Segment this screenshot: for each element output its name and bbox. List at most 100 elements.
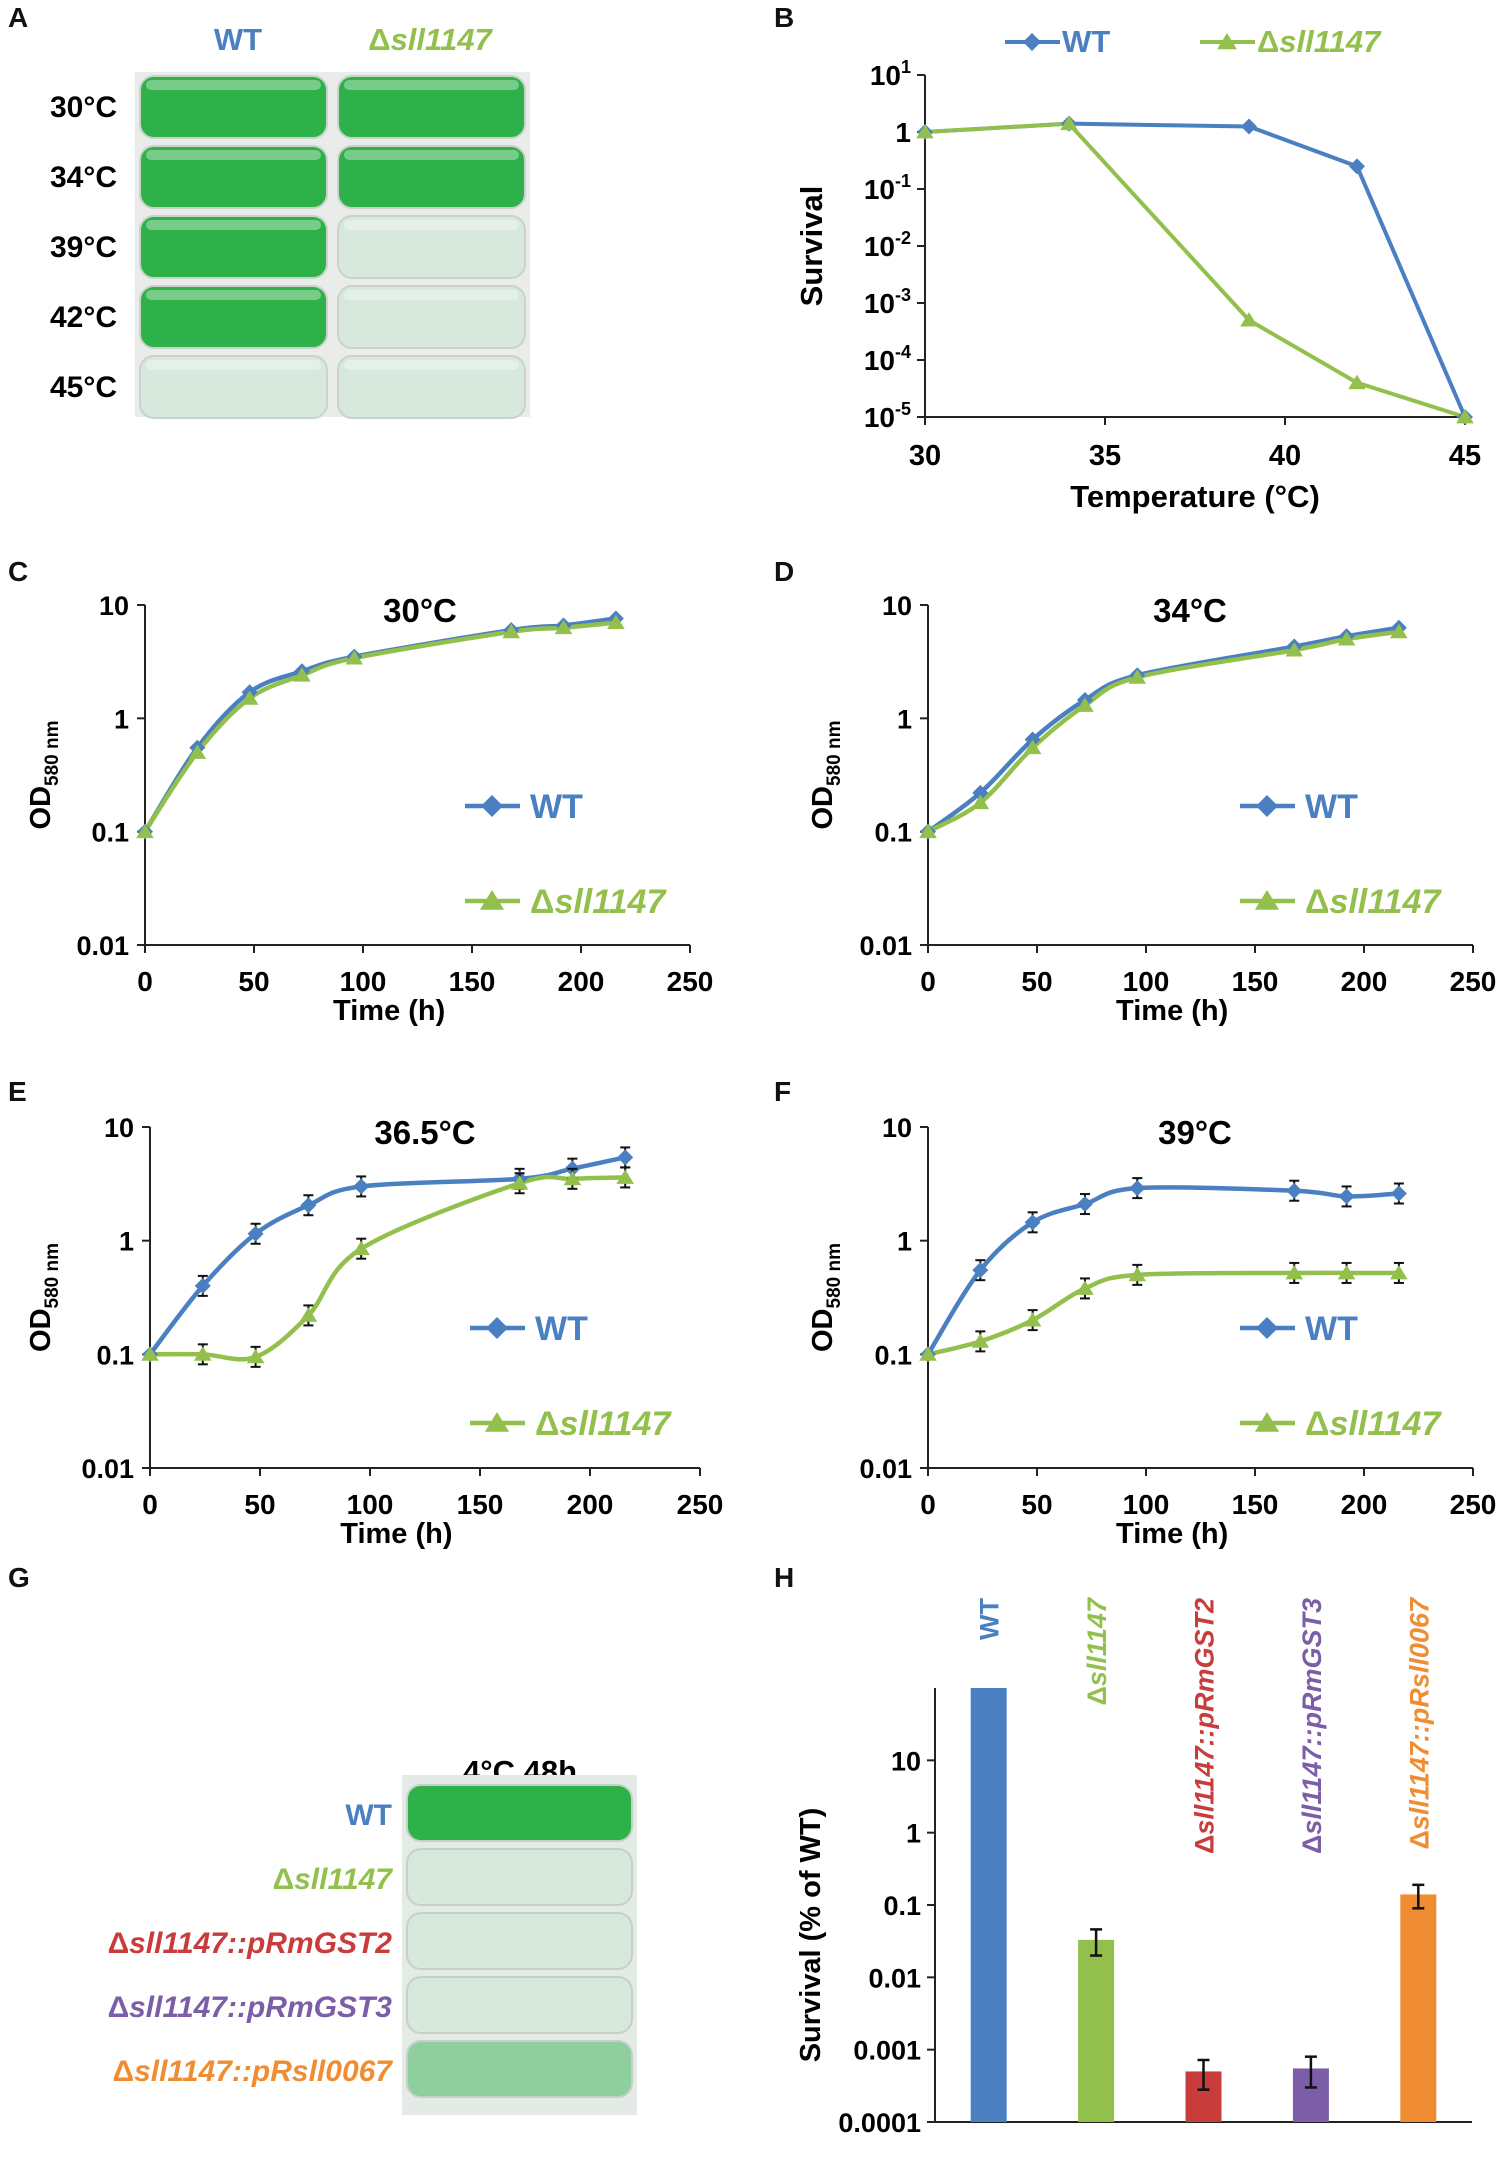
- legend-label: WT: [1305, 1310, 1358, 1348]
- data-point-mutant: [1390, 1264, 1408, 1280]
- legend-label: WT: [535, 1310, 588, 1348]
- x-tick-label: 40: [1269, 440, 1301, 472]
- x-tick-label: 100: [347, 1489, 394, 1520]
- category-label: Δsll1147::pRsll0067: [1404, 1596, 1434, 1850]
- category-label: Δsll1147: [1082, 1596, 1112, 1705]
- y-tick-label: 10: [882, 591, 912, 621]
- culture-plate: [337, 285, 526, 349]
- series-line-mutant: [927, 1270, 1399, 1357]
- data-point-mutant: [345, 650, 364, 665]
- x-tick-label: 150: [457, 1489, 504, 1520]
- series-line-mutant: [149, 1174, 626, 1362]
- data-point-wt: [1241, 118, 1257, 135]
- data-point-wt: [1286, 1182, 1303, 1199]
- legend-label: WT: [1062, 24, 1110, 59]
- x-tick-label: 200: [558, 966, 605, 997]
- y-tick-label: 1: [114, 704, 129, 734]
- series-line-mutant: [926, 629, 1400, 834]
- data-point-mutant: [919, 823, 937, 839]
- culture-plate: [337, 215, 526, 279]
- x-tick-label: 250: [667, 966, 714, 997]
- row-label-temperature: 42°C: [50, 301, 117, 334]
- column-label-wt: WT: [214, 22, 262, 57]
- data-point-mutant: [1348, 374, 1366, 390]
- legend-marker: [484, 1412, 510, 1432]
- data-point-mutant: [188, 744, 207, 759]
- y-tick-label: 0.01: [868, 1963, 921, 1993]
- data-point-mutant: [616, 1169, 634, 1184]
- series-line-wt: [926, 625, 1400, 834]
- data-point-mutant: [246, 1348, 265, 1364]
- chart-title: 30°C: [383, 592, 457, 629]
- data-point-mutant: [1023, 1312, 1042, 1327]
- culture-plate: [139, 285, 328, 349]
- chart-h-survival-bars: 0.0001 0.001 0.01 0.1 1 10 Survival (% of WT) W…: [795, 1596, 1472, 2138]
- data-point-wt: [972, 1262, 989, 1279]
- x-tick-label: 30: [909, 440, 941, 472]
- data-point-mutant: [971, 1333, 990, 1348]
- y-tick-label: 10-1: [864, 171, 911, 205]
- plate-highlight: [344, 360, 519, 370]
- data-point-mutant: [563, 1170, 582, 1186]
- y-tick-label: 10: [891, 1746, 921, 1776]
- culture-plate: [337, 75, 526, 139]
- culture-plate: [139, 145, 328, 209]
- x-tick-label: 250: [677, 1489, 724, 1520]
- y-tick-label: 1: [119, 1227, 134, 1257]
- x-tick-label: 200: [567, 1489, 614, 1520]
- data-point-mutant: [352, 1240, 370, 1256]
- y-tick-label: 0.01: [81, 1454, 134, 1484]
- y-axis-label: Survival: [794, 186, 829, 307]
- chart-b-survival: 101 1 10-1 10-2 10-3 10-4 10-5 30 35 40 45 Temperat…: [794, 24, 1481, 514]
- data-point-wt: [1338, 1188, 1355, 1205]
- data-point-mutant: [194, 1346, 212, 1361]
- row-label-temperature: 39°C: [50, 231, 117, 264]
- data-point-mutant: [299, 1307, 318, 1322]
- x-tick-label: 150: [449, 966, 496, 997]
- y-axis-label: OD580 nm: [25, 721, 63, 830]
- x-tick-label: 50: [1021, 1489, 1052, 1520]
- legend-marker: [481, 795, 503, 817]
- data-point-mutant: [141, 1346, 159, 1361]
- panel-letter-c: C: [8, 556, 29, 587]
- data-point-mutant: [510, 1175, 529, 1190]
- x-tick-label: 0: [137, 966, 153, 997]
- data-point-wt: [353, 1178, 370, 1195]
- data-point-mutant: [607, 614, 625, 629]
- y-tick-label: 0.1: [883, 1891, 921, 1921]
- x-tick-label: 150: [1232, 966, 1279, 997]
- data-point-mutant: [971, 794, 990, 810]
- data-point-wt: [1024, 1214, 1041, 1231]
- strain-label: Δsll1147::pRmGST2: [108, 1927, 393, 1960]
- panel-letter-b: B: [774, 2, 795, 33]
- panel-letter-d: D: [774, 556, 795, 587]
- x-tick-label: 45: [1449, 440, 1481, 472]
- culture-plate: [139, 75, 328, 139]
- legend-label: WT: [530, 788, 583, 826]
- strain-label: Δsll1147: [273, 1863, 394, 1896]
- legend-marker: [1254, 1412, 1280, 1432]
- culture-plate: [337, 145, 526, 209]
- chart-title: 34°C: [1153, 592, 1227, 629]
- data-point-mutant: [240, 690, 259, 705]
- series-line-mutant: [924, 121, 1466, 419]
- bar: [970, 1688, 1007, 2122]
- culture-plate: [406, 1784, 633, 1842]
- y-tick-label: 0.0001: [838, 2108, 921, 2138]
- y-tick-label: 1: [897, 1227, 912, 1257]
- data-point-mutant: [1285, 1264, 1304, 1280]
- plate-highlight: [146, 290, 321, 300]
- panel-letter-g: G: [8, 1562, 30, 1593]
- legend-label: Δsll1147: [1305, 1405, 1442, 1443]
- panel-a-plate-photo: WT Δsll1147 30°C 34°C 39°C 42°C 45°C: [50, 22, 530, 419]
- x-tick-label: 0: [142, 1489, 158, 1520]
- x-axis-label: Time (h): [1116, 995, 1228, 1027]
- plate-highlight: [344, 80, 519, 90]
- panel-letter-f: F: [774, 1076, 792, 1107]
- legend-marker: [1217, 33, 1237, 50]
- y-axis-label: OD580 nm: [25, 1243, 63, 1352]
- panel-letter-a: A: [8, 2, 29, 33]
- y-tick-label: 1: [895, 117, 911, 148]
- data-point-wt: [194, 1277, 211, 1294]
